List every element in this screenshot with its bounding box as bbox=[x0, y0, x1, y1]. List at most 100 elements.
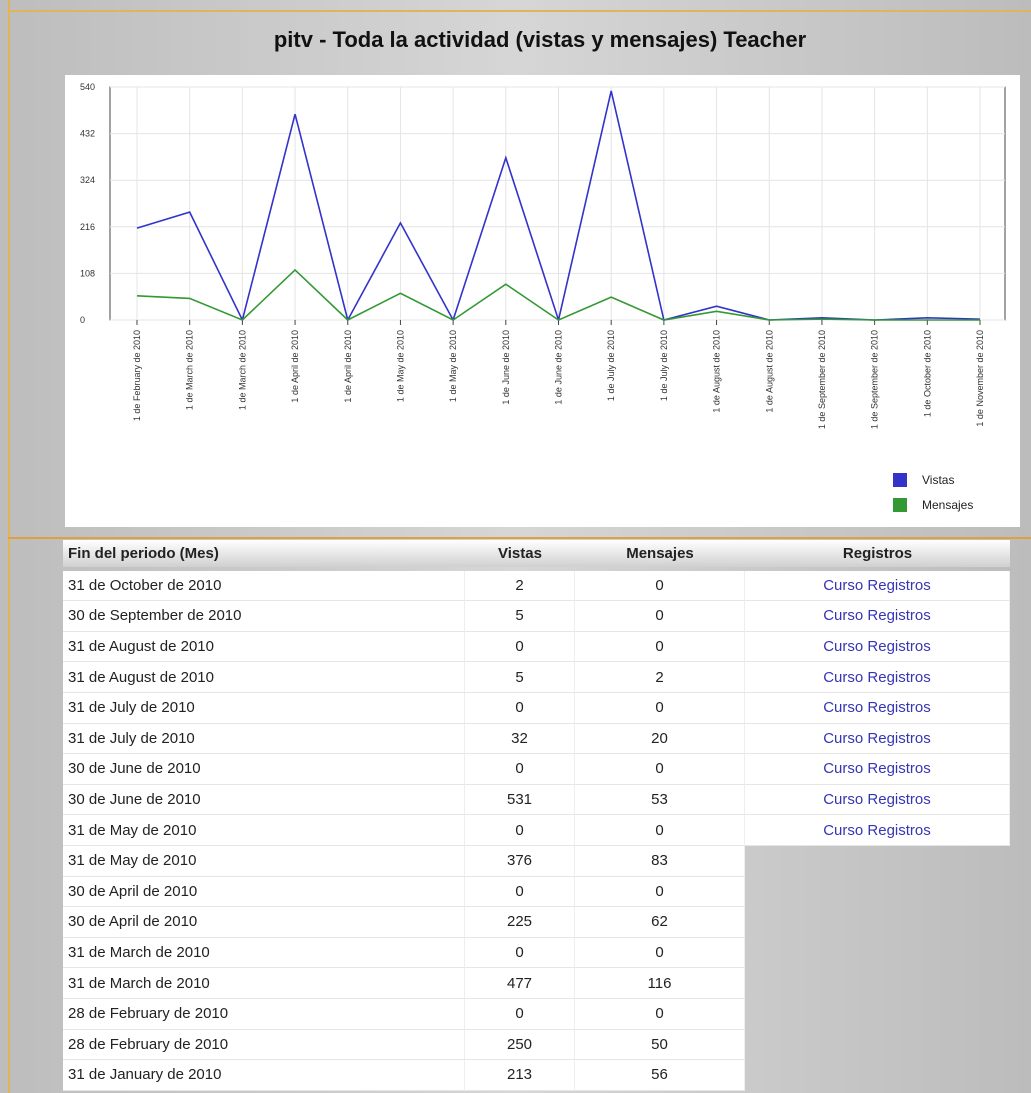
table-cell: 30 de September de 2010 bbox=[63, 601, 465, 632]
series-line bbox=[136, 268, 980, 321]
table-header: Fin del periodo (Mes) Vistas Mensajes Regis… bbox=[63, 540, 1010, 571]
y-tick-label: 324 bbox=[80, 175, 95, 185]
table-cell: 0 bbox=[465, 754, 575, 785]
table-cell: 477 bbox=[465, 968, 575, 999]
table-cell: 250 bbox=[465, 1029, 575, 1061]
legend-swatch bbox=[893, 498, 907, 512]
frame-line bbox=[8, 0, 10, 1093]
table-row: 30 de April de 2010 0 0 bbox=[63, 876, 1010, 908]
chart-panel bbox=[65, 75, 1020, 527]
x-tick-label: 1 de May de 2010 bbox=[448, 330, 458, 402]
table-cell: 30 de April de 2010 bbox=[63, 876, 465, 908]
legend-label: Vistas bbox=[922, 473, 954, 487]
table-cell: 0 bbox=[575, 876, 745, 908]
table-cell: Registros bbox=[745, 540, 1010, 567]
x-tick-label: 1 de August de 2010 bbox=[712, 330, 722, 413]
table-row: 31 de March de 2010 477 116 bbox=[63, 968, 1010, 999]
x-tick-label: 1 de May de 2010 bbox=[395, 330, 405, 402]
x-tick-label: 1 de July de 2010 bbox=[606, 330, 616, 401]
table-cell: 56 bbox=[575, 1060, 745, 1091]
table-cell: 0 bbox=[575, 692, 745, 724]
table-cell[interactable]: Curso Registros bbox=[745, 570, 1010, 602]
x-tick-label: 1 de June de 2010 bbox=[554, 330, 564, 405]
table-cell: 0 bbox=[465, 692, 575, 724]
table-row: 28 de February de 2010 250 50 bbox=[63, 1029, 1010, 1061]
table-row: 31 de August de 2010 5 2 Curso Registros bbox=[63, 662, 1010, 693]
table-cell: 31 de March de 2010 bbox=[63, 968, 465, 999]
table-row: 31 de March de 2010 0 0 bbox=[63, 937, 1010, 969]
table-row: 31 de May de 2010 376 83 bbox=[63, 845, 1010, 877]
chart: pitv - Toda la actividad (vistas y mensa… bbox=[8, 27, 1031, 539]
table-cell: 213 bbox=[465, 1060, 575, 1091]
frame-line bbox=[8, 10, 1031, 12]
table-row: 31 de May de 2010 0 0 Curso Registros bbox=[63, 815, 1010, 846]
table-row: 30 de April de 2010 225 62 bbox=[63, 907, 1010, 938]
table-cell: 30 de June de 2010 bbox=[63, 784, 465, 816]
table-cell: 0 bbox=[465, 815, 575, 846]
table-cell: 31 de July de 2010 bbox=[63, 723, 465, 755]
x-tick-label: 1 de November de 2010 bbox=[975, 330, 985, 427]
table-cell: 5 bbox=[465, 662, 575, 693]
table-row: 31 de October de 2010 2 0 Curso Registros bbox=[63, 570, 1010, 602]
table-cell: 376 bbox=[465, 845, 575, 877]
table-cell: 50 bbox=[575, 1029, 745, 1061]
table-cell: 225 bbox=[465, 907, 575, 938]
table-cell[interactable]: Curso Registros bbox=[745, 692, 1010, 724]
table-row: 31 de August de 2010 0 0 Curso Registros bbox=[63, 631, 1010, 663]
table-cell[interactable]: Curso Registros bbox=[745, 754, 1010, 785]
table-cell[interactable]: Curso Registros bbox=[745, 601, 1010, 632]
x-tick-label: 1 de February de 2010 bbox=[132, 330, 142, 421]
y-tick-label: 0 bbox=[80, 315, 85, 325]
table-cell: Fin del periodo (Mes) bbox=[63, 540, 465, 567]
table-cell: 31 de July de 2010 bbox=[63, 692, 465, 724]
x-tick-label: 1 de March de 2010 bbox=[237, 330, 247, 410]
x-tick-label: 1 de August de 2010 bbox=[764, 330, 774, 413]
y-tick-label: 216 bbox=[80, 222, 95, 232]
table-cell: 116 bbox=[575, 968, 745, 999]
table-cell[interactable]: Curso Registros bbox=[745, 631, 1010, 663]
table-cell: 28 de February de 2010 bbox=[63, 1029, 465, 1061]
table-cell: 62 bbox=[575, 907, 745, 938]
table-cell: 32 bbox=[465, 723, 575, 755]
table-cell: 30 de April de 2010 bbox=[63, 907, 465, 938]
y-tick-label: 108 bbox=[80, 268, 95, 278]
table-row: 31 de July de 2010 32 20 Curso Registros bbox=[63, 723, 1010, 755]
table-cell: 20 bbox=[575, 723, 745, 755]
chart-title: pitv - Toda la actividad (vistas y mensa… bbox=[274, 27, 807, 52]
table-row: 31 de January de 2010 213 56 bbox=[63, 1060, 1010, 1091]
x-tick-label: 1 de April de 2010 bbox=[290, 330, 300, 403]
y-tick-label: 432 bbox=[80, 129, 95, 139]
table-cell: 0 bbox=[575, 601, 745, 632]
y-tick-label: 540 bbox=[80, 82, 95, 92]
table-row: 30 de June de 2010 531 53 Curso Registros bbox=[63, 784, 1010, 816]
table-cell: 31 de January de 2010 bbox=[63, 1060, 465, 1091]
table-cell[interactable]: Curso Registros bbox=[745, 662, 1010, 693]
table-cell: 30 de June de 2010 bbox=[63, 754, 465, 785]
table-cell: 2 bbox=[575, 662, 745, 693]
table-cell: 31 de August de 2010 bbox=[63, 662, 465, 693]
table-cell: 0 bbox=[465, 631, 575, 663]
table-row: 28 de February de 2010 0 0 bbox=[63, 998, 1010, 1030]
table-cell: 2 bbox=[465, 570, 575, 602]
table-cell: 83 bbox=[575, 845, 745, 877]
table: Fin del periodo (Mes) Vistas Mensajes Regis… bbox=[63, 540, 1010, 1091]
table-cell: 31 de March de 2010 bbox=[63, 937, 465, 969]
table-cell: 0 bbox=[575, 937, 745, 969]
x-tick-label: 1 de September de 2010 bbox=[870, 330, 880, 429]
table-cell: 31 de May de 2010 bbox=[63, 845, 465, 877]
table-cell[interactable]: Curso Registros bbox=[745, 784, 1010, 816]
legend-swatch bbox=[893, 473, 907, 487]
table-cell: 5 bbox=[465, 601, 575, 632]
table-cell: 28 de February de 2010 bbox=[63, 998, 465, 1030]
table-cell[interactable]: Curso Registros bbox=[745, 723, 1010, 755]
table-cell: 53 bbox=[575, 784, 745, 816]
table-cell[interactable]: Curso Registros bbox=[745, 815, 1010, 846]
table-cell: 0 bbox=[465, 998, 575, 1030]
table-cell: 531 bbox=[465, 784, 575, 816]
table-cell: 0 bbox=[465, 937, 575, 969]
x-tick-label: 1 de July de 2010 bbox=[659, 330, 669, 401]
table-cell: 0 bbox=[575, 754, 745, 785]
table-cell: 0 bbox=[465, 876, 575, 908]
table-cell: Vistas bbox=[465, 540, 575, 567]
table-row: 30 de September de 2010 5 0 Curso Registros bbox=[63, 601, 1010, 632]
